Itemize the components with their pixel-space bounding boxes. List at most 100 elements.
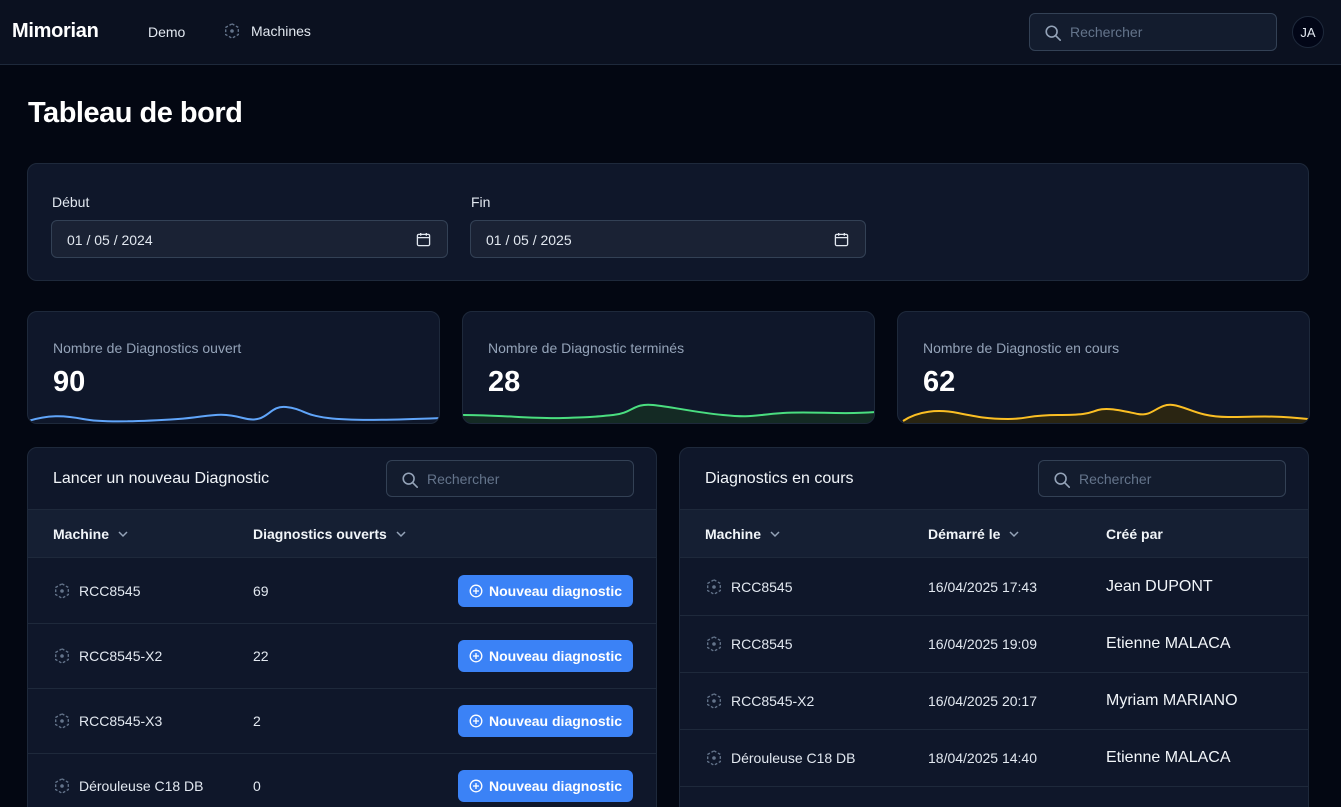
created-by: Jean DUPONT — [1106, 578, 1213, 595]
machine-icon — [55, 648, 69, 664]
stat-value: 28 — [488, 366, 521, 398]
column-started-label: Démarré le — [928, 526, 1001, 542]
table-row: Dérouleuse C18 DB 0 Nouveau diagnostic — [28, 754, 656, 807]
table-row[interactable]: RCC8545-X2 16/04/2025 20:17 Myriam MARIA… — [680, 673, 1308, 730]
panel-title: Lancer un nouveau Diagnostic — [53, 470, 270, 487]
column-open-diagnostics[interactable]: Diagnostics ouverts — [253, 526, 407, 542]
new-diagnostic-button[interactable]: Nouveau diagnostic — [458, 640, 633, 672]
machine-name: RCC8545 — [731, 579, 793, 595]
new-diagnostic-button[interactable]: Nouveau diagnostic — [458, 770, 633, 802]
machine-cell: RCC8545-X3 — [53, 712, 162, 730]
end-date-value: 01 / 05 / 2025 — [486, 232, 572, 248]
table-row: RCC8545-X2 22 Nouveau diagnostic — [28, 624, 656, 689]
machine-icon — [225, 23, 239, 39]
machine-icon — [707, 750, 721, 766]
started-at: 16/04/2025 19:09 — [928, 636, 1037, 652]
machine-icon — [707, 636, 721, 652]
chevron-down-icon — [396, 531, 406, 538]
global-search-placeholder: Rechercher — [1070, 24, 1143, 40]
column-creator-label: Créé par — [1106, 526, 1163, 542]
machine-cell: RCC8545 — [705, 578, 792, 596]
open-count: 0 — [253, 778, 261, 794]
machine-cell: RCC8545 — [705, 635, 792, 653]
ongoing-search-input[interactable]: Rechercher — [1038, 460, 1286, 497]
table-row[interactable] — [680, 787, 1308, 807]
brand-logo[interactable]: Mimorian — [12, 20, 99, 42]
new-diagnostic-panel: Lancer un nouveau Diagnostic Rechercher … — [27, 447, 657, 807]
plus-circle-icon — [469, 584, 483, 598]
calendar-icon[interactable] — [416, 232, 431, 247]
table-row[interactable]: RCC8545 16/04/2025 17:43 Jean DUPONT — [680, 559, 1308, 616]
new-diagnostic-label: Nouveau diagnostic — [488, 648, 623, 664]
machine-icon — [55, 583, 69, 599]
machine-cell: Dérouleuse C18 DB — [53, 777, 204, 795]
machine-search-placeholder: Rechercher — [427, 471, 500, 487]
machine-icon — [707, 693, 721, 709]
chevron-down-icon — [770, 531, 780, 538]
panel-title: Diagnostics en cours — [705, 470, 854, 487]
created-by: Etienne MALACA — [1106, 749, 1231, 766]
machine-icon — [55, 713, 69, 729]
machine-name: RCC8545 — [731, 636, 793, 652]
new-diagnostic-button[interactable]: Nouveau diagnostic — [458, 705, 633, 737]
stat-card-finished: Nombre de Diagnostic terminés 28 — [462, 311, 875, 424]
created-by: Myriam MARIANO — [1106, 692, 1238, 709]
start-date-label: Début — [52, 194, 90, 210]
stat-card-ongoing: Nombre de Diagnostic en cours 62 — [897, 311, 1310, 424]
sparkline-ongoing — [902, 403, 1309, 423]
plus-circle-icon — [469, 714, 483, 728]
open-count: 69 — [253, 583, 269, 599]
new-diagnostic-button[interactable]: Nouveau diagnostic — [458, 575, 633, 607]
new-diagnostic-label: Nouveau diagnostic — [488, 778, 623, 794]
nav-machines-label: Machines — [251, 23, 311, 39]
column-creator: Créé par — [1106, 526, 1163, 542]
column-open-label: Diagnostics ouverts — [253, 526, 387, 542]
page-title: Tableau de bord — [28, 97, 243, 129]
search-icon — [1045, 25, 1062, 42]
machine-cell: RCC8545-X2 — [705, 692, 814, 710]
chevron-down-icon — [118, 531, 128, 538]
machine-name: Dérouleuse C18 DB — [79, 778, 204, 794]
stat-label: Nombre de Diagnostic terminés — [488, 340, 685, 356]
machine-search-input[interactable]: Rechercher — [386, 460, 634, 497]
table-row: RCC8545-X3 2 Nouveau diagnostic — [28, 689, 656, 754]
global-search-input[interactable]: Rechercher — [1029, 13, 1277, 51]
nav-machines[interactable]: Machines — [223, 22, 311, 40]
table-header: Machine Diagnostics ouverts — [28, 509, 656, 558]
end-date-input[interactable]: 01 / 05 / 2025 — [470, 220, 866, 258]
start-date-value: 01 / 05 / 2024 — [67, 232, 153, 248]
sparkline-finished — [463, 403, 874, 423]
machine-cell: Dérouleuse C18 DB — [705, 749, 856, 767]
column-machine[interactable]: Machine — [53, 526, 129, 542]
search-icon — [402, 472, 419, 489]
machine-name: RCC8545-X2 — [79, 648, 163, 664]
nav-demo[interactable]: Demo — [148, 24, 186, 40]
calendar-icon[interactable] — [834, 232, 849, 247]
user-avatar[interactable]: JA — [1292, 16, 1324, 48]
ongoing-search-placeholder: Rechercher — [1079, 471, 1152, 487]
machine-name: Dérouleuse C18 DB — [731, 750, 856, 766]
table-row[interactable]: Dérouleuse C18 DB 18/04/2025 14:40 Etien… — [680, 730, 1308, 787]
start-date-input[interactable]: 01 / 05 / 2024 — [51, 220, 448, 258]
chevron-down-icon — [1009, 531, 1019, 538]
column-machine[interactable]: Machine — [705, 526, 781, 542]
stat-card-open: Nombre de Diagnostics ouvert 90 — [27, 311, 440, 424]
started-at: 16/04/2025 17:43 — [928, 579, 1037, 595]
new-diagnostic-label: Nouveau diagnostic — [488, 713, 623, 729]
table-row[interactable]: RCC8545 16/04/2025 19:09 Etienne MALACA — [680, 616, 1308, 673]
new-diagnostic-label: Nouveau diagnostic — [488, 583, 623, 599]
column-machine-label: Machine — [705, 526, 762, 542]
column-started[interactable]: Démarré le — [928, 526, 1020, 542]
ongoing-diagnostics-panel: Diagnostics en cours Rechercher Machine … — [679, 447, 1309, 807]
machine-name: RCC8545 — [79, 583, 141, 599]
sparkline-open — [28, 405, 439, 423]
machine-cell: RCC8545-X2 — [53, 647, 162, 665]
search-icon — [1054, 472, 1071, 489]
created-by: Etienne MALACA — [1106, 635, 1231, 652]
table-row: RCC8545 69 Nouveau diagnostic — [28, 559, 656, 624]
table-header: Machine Démarré le Créé par — [680, 509, 1308, 558]
column-machine-label: Machine — [53, 526, 110, 542]
top-bar: Mimorian Demo Machines Rechercher JA — [0, 0, 1341, 65]
machine-icon — [55, 778, 69, 794]
plus-circle-icon — [469, 649, 483, 663]
